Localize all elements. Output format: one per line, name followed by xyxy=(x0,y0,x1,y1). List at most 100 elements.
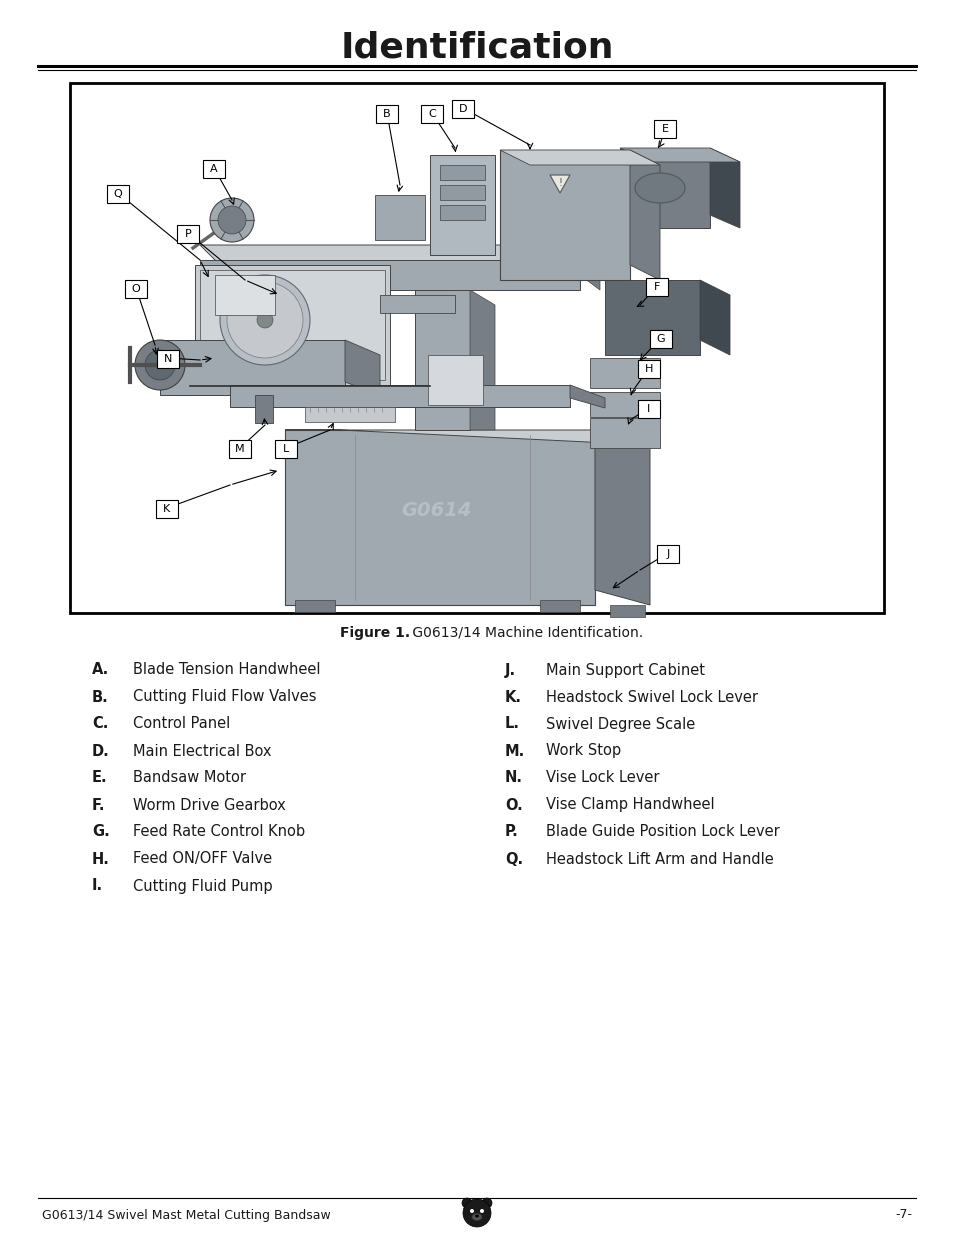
Text: G: G xyxy=(656,333,664,345)
Text: Feed Rate Control Knob: Feed Rate Control Knob xyxy=(132,825,305,840)
Text: B.: B. xyxy=(91,689,109,704)
Bar xyxy=(254,395,273,424)
Text: Figure 1.: Figure 1. xyxy=(339,626,410,640)
Text: C.: C. xyxy=(91,716,109,731)
Text: K: K xyxy=(163,504,171,514)
Bar xyxy=(654,120,676,138)
Text: Worm Drive Gearbox: Worm Drive Gearbox xyxy=(132,798,286,813)
Text: I.: I. xyxy=(91,878,103,893)
Text: Cutting Fluid Pump: Cutting Fluid Pump xyxy=(132,878,273,893)
Bar xyxy=(200,270,385,380)
Bar xyxy=(177,225,199,243)
Bar xyxy=(589,417,659,448)
Text: Feed ON/OFF Valve: Feed ON/OFF Valve xyxy=(132,851,272,867)
Bar xyxy=(638,400,659,417)
Bar xyxy=(645,278,667,296)
Bar xyxy=(604,280,700,354)
Text: Control Panel: Control Panel xyxy=(132,716,230,731)
Text: G.: G. xyxy=(91,825,110,840)
Text: N: N xyxy=(164,354,172,364)
Bar xyxy=(156,500,178,517)
Bar xyxy=(415,290,470,430)
Text: D: D xyxy=(458,104,467,114)
Bar xyxy=(539,600,579,613)
Text: M.: M. xyxy=(504,743,525,758)
Text: Blade Guide Position Lock Lever: Blade Guide Position Lock Lever xyxy=(545,825,779,840)
Text: Main Support Cabinet: Main Support Cabinet xyxy=(545,662,704,678)
Polygon shape xyxy=(579,245,599,290)
Bar xyxy=(200,261,579,290)
Bar xyxy=(439,205,484,220)
Polygon shape xyxy=(595,430,649,605)
Bar xyxy=(589,358,659,388)
Polygon shape xyxy=(629,149,659,280)
Text: Bandsaw Motor: Bandsaw Motor xyxy=(132,771,246,785)
Polygon shape xyxy=(200,245,599,266)
Circle shape xyxy=(145,350,174,380)
Circle shape xyxy=(218,206,246,233)
Bar xyxy=(619,148,709,228)
Bar xyxy=(609,605,644,618)
Text: E.: E. xyxy=(91,771,108,785)
Text: Headstock Swivel Lock Lever: Headstock Swivel Lock Lever xyxy=(545,689,758,704)
Text: Identification: Identification xyxy=(340,30,613,64)
Text: Swivel Degree Scale: Swivel Degree Scale xyxy=(545,716,695,731)
Text: G0613/14 Machine Identification.: G0613/14 Machine Identification. xyxy=(408,626,642,640)
Text: -7-: -7- xyxy=(894,1209,911,1221)
Bar xyxy=(294,600,335,613)
Bar xyxy=(274,440,296,458)
Bar xyxy=(157,350,179,368)
Bar xyxy=(194,266,390,385)
Bar xyxy=(285,430,595,605)
Text: B: B xyxy=(383,109,391,119)
Bar xyxy=(589,391,659,417)
Text: N.: N. xyxy=(504,771,522,785)
Text: Vise Lock Lever: Vise Lock Lever xyxy=(545,771,659,785)
Text: A.: A. xyxy=(91,662,110,678)
Bar xyxy=(107,185,129,203)
Text: K.: K. xyxy=(504,689,521,704)
Text: Cutting Fluid Flow Valves: Cutting Fluid Flow Valves xyxy=(132,689,316,704)
Text: Vise Clamp Handwheel: Vise Clamp Handwheel xyxy=(545,798,714,813)
Ellipse shape xyxy=(635,173,684,203)
Text: F.: F. xyxy=(91,798,106,813)
Polygon shape xyxy=(619,148,740,162)
Circle shape xyxy=(227,282,303,358)
Bar xyxy=(160,340,345,395)
Circle shape xyxy=(461,1198,472,1208)
Ellipse shape xyxy=(472,1214,481,1220)
Text: G0613/14 Swivel Mast Metal Cutting Bandsaw: G0613/14 Swivel Mast Metal Cutting Bands… xyxy=(42,1209,331,1221)
Text: L: L xyxy=(283,445,289,454)
Text: L.: L. xyxy=(504,716,519,731)
Bar xyxy=(379,295,455,312)
Bar xyxy=(657,545,679,563)
Text: Q: Q xyxy=(113,189,122,199)
Bar xyxy=(70,83,883,613)
Circle shape xyxy=(462,1199,491,1228)
Text: Main Electrical Box: Main Electrical Box xyxy=(132,743,272,758)
Text: M: M xyxy=(235,445,245,454)
Polygon shape xyxy=(569,385,604,408)
Bar xyxy=(375,195,424,240)
Polygon shape xyxy=(285,430,649,445)
Circle shape xyxy=(479,1209,483,1213)
Circle shape xyxy=(481,1198,492,1208)
Bar xyxy=(439,185,484,200)
Text: J: J xyxy=(666,550,669,559)
Text: Q.: Q. xyxy=(504,851,522,867)
Polygon shape xyxy=(550,175,569,193)
Bar xyxy=(420,105,442,124)
Circle shape xyxy=(256,312,273,329)
Polygon shape xyxy=(700,280,729,354)
Ellipse shape xyxy=(475,1214,478,1218)
Text: I: I xyxy=(647,404,650,414)
Bar xyxy=(649,330,671,348)
Text: O: O xyxy=(132,284,140,294)
Bar xyxy=(638,359,659,378)
Bar xyxy=(499,149,629,280)
Text: E: E xyxy=(660,124,668,135)
Circle shape xyxy=(210,198,253,242)
Text: A: A xyxy=(210,164,217,174)
Text: H: H xyxy=(644,364,653,374)
Circle shape xyxy=(220,275,310,366)
